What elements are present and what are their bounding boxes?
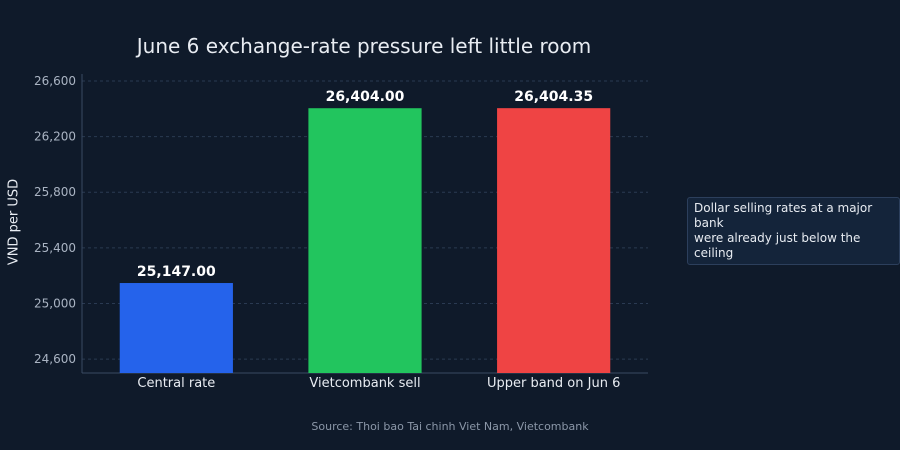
data-label: 26,404.00 — [326, 89, 405, 105]
x-tick-label: Vietcombank sell — [309, 376, 420, 391]
data-label: 25,147.00 — [137, 264, 216, 280]
source-note: Source: Thoi bao Tai chinh Viet Nam, Vie… — [311, 420, 589, 433]
bar — [308, 108, 422, 373]
data-label: 26,404.35 — [514, 89, 593, 105]
chart-title: June 6 exchange-rate pressure left littl… — [136, 34, 592, 58]
x-tick-label: Central rate — [137, 376, 215, 391]
bar — [119, 283, 233, 373]
y-tick-label: 26,200 — [34, 130, 76, 144]
y-tick-label: 25,000 — [34, 296, 76, 310]
y-tick-label: 25,400 — [34, 241, 76, 255]
y-tick-label: 24,600 — [34, 352, 76, 366]
annotation-note: Dollar selling rates at a major bank wer… — [687, 197, 900, 265]
bar — [497, 108, 611, 374]
y-tick-label: 26,600 — [34, 74, 76, 88]
x-tick-label: Upper band on Jun 6 — [487, 376, 620, 391]
y-tick-label: 25,800 — [34, 185, 76, 199]
